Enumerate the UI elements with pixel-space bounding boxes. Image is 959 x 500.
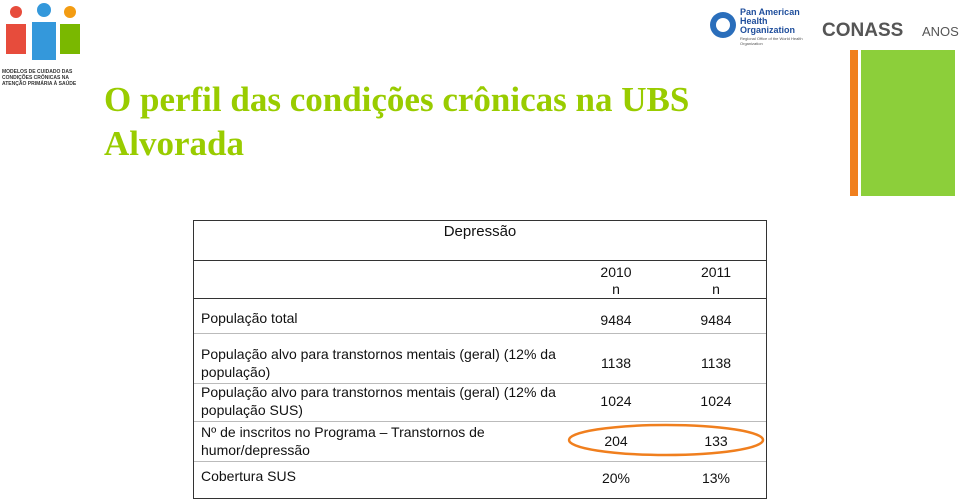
row-label: População total — [201, 310, 298, 326]
row-value: 1138 — [700, 355, 732, 371]
row-label: População alvo para transtornos mentais … — [201, 384, 556, 418]
row-value: 20% — [601, 470, 631, 486]
logo-left: MODELOS DE CUIDADO DAS CONDIÇÕES CRÔNICA… — [2, 2, 86, 87]
rule — [194, 383, 766, 384]
accent-orange — [850, 50, 858, 196]
paho-name: Pan American — [740, 7, 800, 17]
accent-green — [861, 50, 955, 196]
row-value: 9484 — [600, 312, 632, 328]
rule — [194, 421, 766, 422]
row-label: Nº de inscritos no Programa – Transtorno… — [201, 424, 485, 458]
conass-years: ANOS — [922, 24, 959, 39]
logo-paho: Pan American Health Organization Regiona… — [708, 7, 808, 46]
table: Depressão 2010 n 2011 n População total 9484 9… — [193, 220, 767, 499]
column-unit: n — [712, 281, 720, 297]
row-value: 13% — [701, 470, 731, 486]
rule — [194, 461, 766, 462]
logo-left-text: MODELOS DE CUIDADO DAS CONDIÇÕES CRÔNICA… — [2, 69, 77, 87]
paho-name: Health — [740, 16, 768, 26]
row-label: População alvo para transtornos mentais … — [201, 346, 556, 380]
logo-conass: CONASS ANOS — [822, 4, 959, 44]
rule — [194, 333, 766, 334]
column-year: 2011 — [700, 264, 732, 280]
rule — [194, 298, 766, 299]
row-label: Cobertura SUS — [201, 468, 296, 484]
row-value: 1024 — [700, 393, 732, 409]
column-unit: n — [612, 281, 620, 297]
highlight-ellipse — [567, 423, 765, 457]
conass-name: CONASS — [822, 20, 904, 41]
paho-emblem — [710, 12, 736, 38]
rule — [194, 260, 766, 261]
logo-figures — [6, 3, 80, 60]
column-year: 2010 — [600, 264, 632, 280]
row-value: 9484 — [700, 312, 732, 328]
paho-name: Organization — [740, 25, 796, 35]
row-value: 133 — [704, 433, 728, 449]
row-value: 1024 — [600, 393, 632, 409]
slide-title: O perfil das condições crônicas na UBS A… — [104, 80, 690, 163]
table-caption: Depressão — [443, 223, 517, 240]
paho-sub: Regional Office of the World Health Orga… — [740, 36, 803, 46]
row-value: 204 — [604, 433, 628, 449]
row-value: 1138 — [600, 355, 632, 371]
